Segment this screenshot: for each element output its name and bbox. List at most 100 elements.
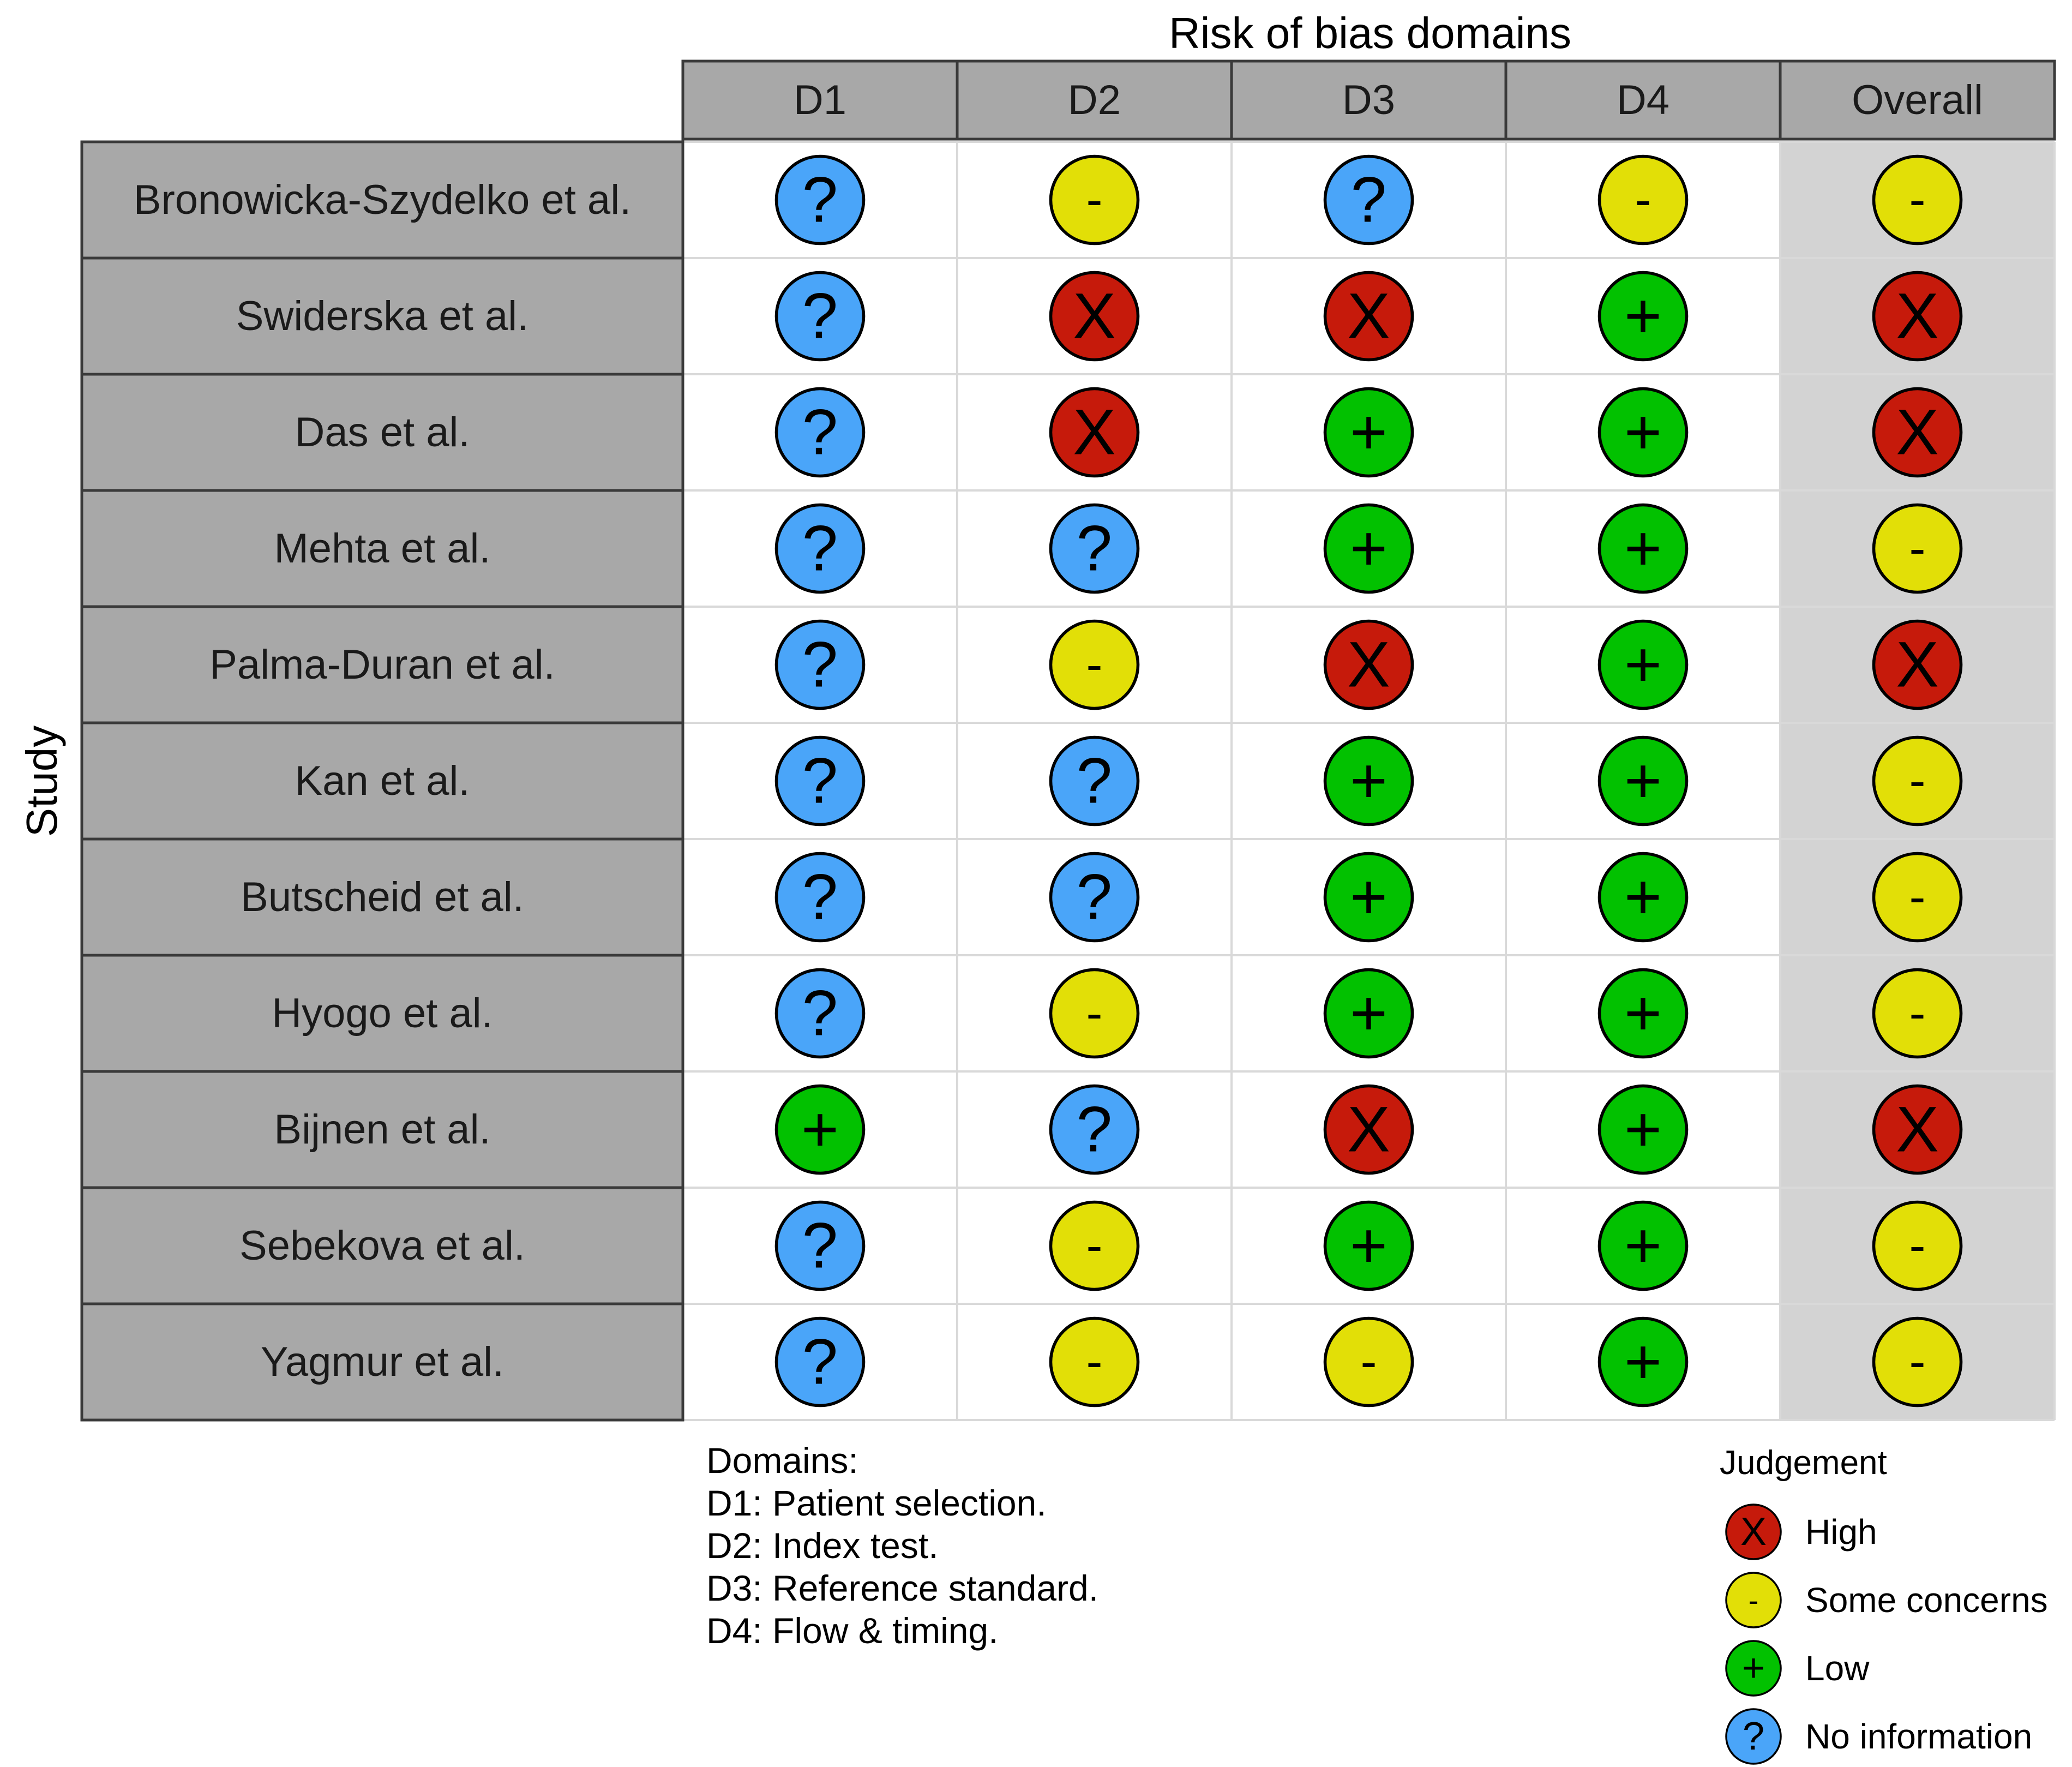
judgement-symbol: + xyxy=(1350,513,1388,585)
judgement-symbol: - xyxy=(1361,1335,1377,1389)
judgement-circle xyxy=(1323,735,1414,826)
judgement-bijnen-et-al-overall: X xyxy=(1872,1084,1963,1175)
study-label: Mehta et al. xyxy=(274,525,490,572)
judgement-circle xyxy=(1597,387,1689,478)
column-header-cell xyxy=(1779,59,2056,141)
judgement-circle xyxy=(1323,1316,1414,1407)
legend-label-some-concerns: Some concerns xyxy=(1805,1580,2048,1620)
judgement-swiderska-et-al-overall: X xyxy=(1872,271,1963,362)
judgement-circle xyxy=(1597,619,1689,710)
judgement-circle xyxy=(774,271,866,362)
judgement-sebekova-et-al-d3: + xyxy=(1323,1200,1414,1291)
judgement-symbol: ? xyxy=(1077,861,1113,933)
judgement-kan-et-al-overall: - xyxy=(1872,735,1963,826)
judgement-symbol: + xyxy=(1742,1646,1765,1690)
judgement-hyogo-et-al-d1: ? xyxy=(774,968,866,1059)
study-row-bronowicka-szydelko-et-al: Bronowicka-Szydelko et al.? -? - - xyxy=(80,140,1963,260)
legend-label-high: High xyxy=(1805,1512,1877,1552)
judgement-symbol: X xyxy=(1073,280,1116,352)
study-row-palma-duran-et-al: Palma-Duran et al.? - X + X xyxy=(80,605,1963,724)
column-header-overall: Overall xyxy=(1779,59,2056,141)
study-label: Hyogo et al. xyxy=(272,990,493,1037)
judgement-symbol: ? xyxy=(802,629,838,701)
judgement-palma-duran-et-al-d1: ? xyxy=(774,619,866,710)
column-header-cell xyxy=(1230,59,1508,141)
judgement-bronowicka-szydelko-et-al-d4: - xyxy=(1597,154,1689,245)
judgement-symbol: - xyxy=(1909,870,1926,925)
domains-legend: Domains: D1: Patient selection. D2: Inde… xyxy=(706,1440,1098,1651)
judgement-mehta-et-al-d4: + xyxy=(1597,503,1689,594)
judgement-circle xyxy=(1725,1640,1782,1697)
judgement-circle xyxy=(1323,968,1414,1059)
judgement-symbol: + xyxy=(1350,978,1388,1050)
judgement-symbol: ? xyxy=(802,1326,838,1398)
legend-symbol-low: + xyxy=(1725,1640,1782,1697)
judgement-symbol: ? xyxy=(802,978,838,1050)
judgement-das-et-al-overall: X xyxy=(1872,387,1963,478)
judgement-swiderska-et-al-d2: X xyxy=(1049,271,1140,362)
judgement-das-et-al-d3: + xyxy=(1323,387,1414,478)
judgement-circle xyxy=(1049,503,1140,594)
judgement-bronowicka-szydelko-et-al-overall: - xyxy=(1872,154,1963,245)
study-row-butscheid-et-al: Butscheid et al.?? + + - xyxy=(80,837,1963,957)
judgement-bijnen-et-al-d2: ? xyxy=(1049,1084,1140,1175)
study-label: Butscheid et al. xyxy=(241,874,524,920)
judgement-circle xyxy=(1597,852,1689,943)
judgement-palma-duran-et-al-overall: X xyxy=(1872,619,1963,710)
judgement-circle xyxy=(1049,735,1140,826)
judgement-yagmur-et-al-d3: - xyxy=(1323,1316,1414,1407)
judgement-symbol: - xyxy=(1086,1335,1103,1389)
judgement-symbol: - xyxy=(1909,1335,1926,1389)
judgement-symbol: + xyxy=(1624,978,1662,1050)
judgement-sebekova-et-al-overall: - xyxy=(1872,1200,1963,1291)
judgement-circle xyxy=(1049,154,1140,245)
judgement-circle xyxy=(1597,1200,1689,1291)
study-label-cell xyxy=(80,837,684,957)
column-header-label: Overall xyxy=(1852,77,1983,123)
judgement-symbol: + xyxy=(1350,861,1388,933)
study-label: Sebekova et al. xyxy=(239,1223,525,1269)
study-label-cell xyxy=(80,373,684,492)
study-label: Bijnen et al. xyxy=(274,1106,490,1153)
study-label: Bronowicka-Szydelko et al. xyxy=(134,177,631,223)
legend-symbol-some-concerns: - xyxy=(1725,1572,1782,1628)
study-row-mehta-et-al: Mehta et al.?? + + - xyxy=(80,489,1963,608)
judgement-yagmur-et-al-d2: - xyxy=(1049,1316,1140,1407)
judgement-yagmur-et-al-d1: ? xyxy=(774,1316,866,1407)
judgement-sebekova-et-al-d4: + xyxy=(1597,1200,1689,1291)
judgement-symbol: + xyxy=(801,1094,839,1166)
judgement-circle xyxy=(774,154,866,245)
judgement-circle xyxy=(1872,619,1963,710)
judgement-hyogo-et-al-d4: + xyxy=(1597,968,1689,1059)
judgement-circle xyxy=(1725,1504,1782,1560)
judgement-kan-et-al-d4: + xyxy=(1597,735,1689,826)
judgement-symbol: ? xyxy=(802,861,838,933)
judgement-yagmur-et-al-overall: - xyxy=(1872,1316,1963,1407)
judgement-circle xyxy=(1872,154,1963,245)
judgement-symbol: + xyxy=(1624,861,1662,933)
chart-title: Risk of bias domains xyxy=(1169,9,1571,57)
study-rows: Bronowicka-Szydelko et al.? -? - - Swiderska… xyxy=(80,140,1963,1422)
judgement-symbol: + xyxy=(1350,1210,1388,1282)
judgement-circle xyxy=(1872,735,1963,826)
domain-definition-d4: D4: Flow & timing. xyxy=(706,1610,998,1651)
judgement-circle xyxy=(1323,1084,1414,1175)
column-header-label: D4 xyxy=(1617,77,1669,123)
judgement-swiderska-et-al-d4: + xyxy=(1597,271,1689,362)
judgement-circle xyxy=(1597,735,1689,826)
judgement-bijnen-et-al-d1: + xyxy=(774,1084,866,1175)
study-label: Swiderska et al. xyxy=(236,293,528,339)
judgement-circle xyxy=(774,1316,866,1407)
judgement-symbol: X xyxy=(1073,397,1116,469)
study-label-cell xyxy=(80,256,684,376)
judgement-symbol: + xyxy=(1624,629,1662,701)
judgement-circle xyxy=(1049,968,1140,1059)
judgement-circle xyxy=(1597,154,1689,245)
judgement-circle xyxy=(774,852,866,943)
judgement-symbol: ? xyxy=(802,280,838,352)
study-row-das-et-al: Das et al.? X + + X xyxy=(80,373,1963,492)
study-row-yagmur-et-al: Yagmur et al.? - - + - xyxy=(80,1302,1963,1422)
judgement-symbol: + xyxy=(1624,280,1662,352)
domains-heading: Domains: xyxy=(706,1440,858,1481)
judgement-hyogo-et-al-d2: - xyxy=(1049,968,1140,1059)
